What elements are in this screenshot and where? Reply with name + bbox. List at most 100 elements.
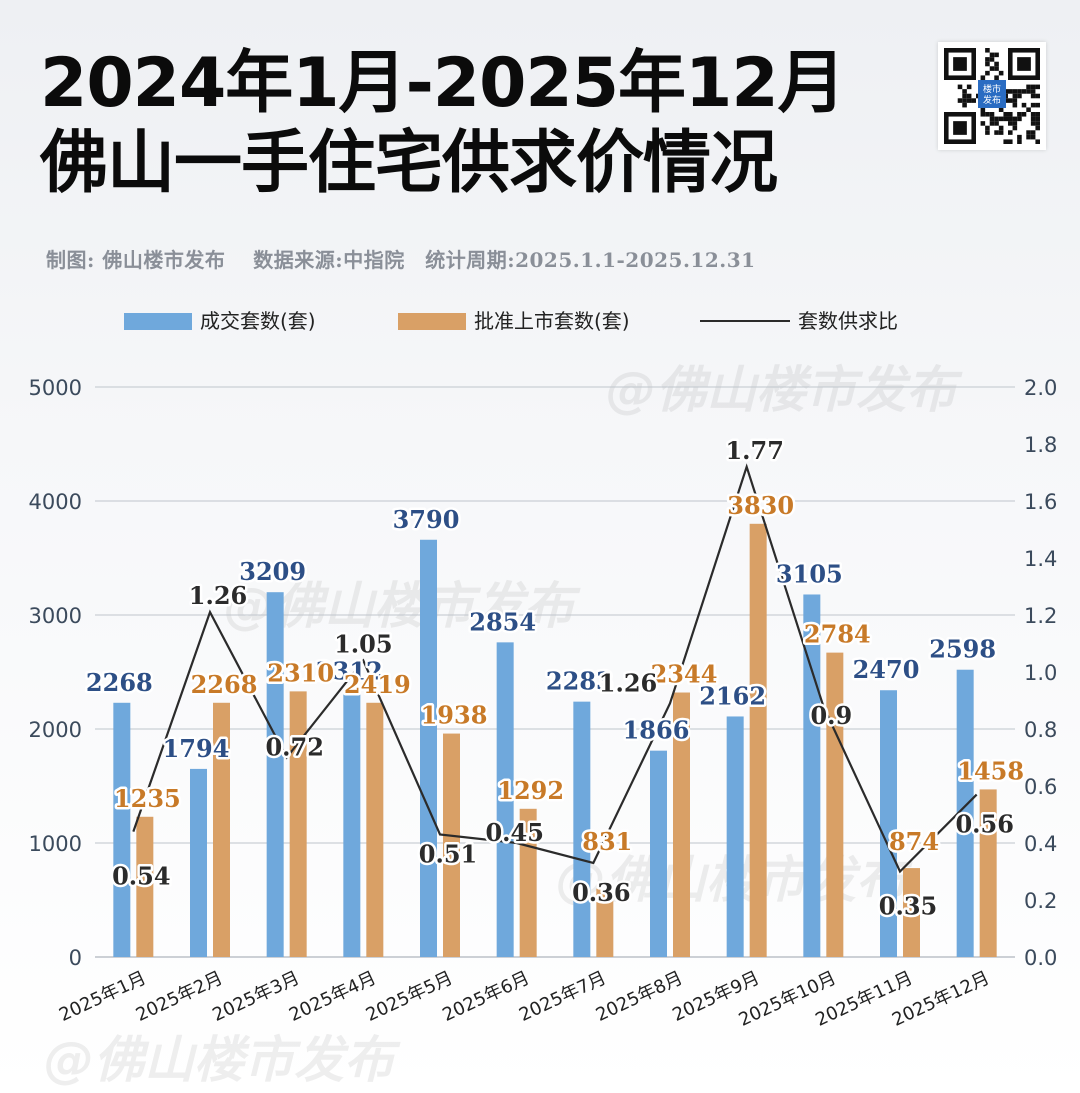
data-label-approved: 831 — [582, 827, 632, 856]
bar-sales — [343, 691, 361, 957]
qr-code-icon: 楼市 发布 — [938, 42, 1046, 150]
data-label-ratio: 0.72 — [265, 733, 323, 762]
qr-module — [962, 102, 967, 108]
qr-module — [962, 98, 967, 103]
qr-module — [1035, 102, 1040, 108]
bar-approved — [289, 691, 307, 957]
qr-module — [1017, 134, 1022, 140]
qr-module — [994, 121, 999, 126]
qr-module — [962, 89, 967, 94]
y-left-tick-label: 5000 — [29, 376, 82, 400]
qr-module — [989, 52, 995, 58]
qr-finder — [1017, 57, 1031, 71]
qr-module — [980, 75, 986, 80]
y-left-tick-label: 3000 — [29, 604, 82, 628]
qr-module — [1021, 102, 1027, 108]
qr-module — [1008, 139, 1013, 144]
x-category-label: 2025年3月 — [209, 967, 302, 1025]
y-right-tick-label: 1.2 — [1024, 604, 1057, 628]
x-category-label: 2025年6月 — [439, 967, 532, 1025]
qr-module — [1017, 89, 1022, 94]
data-label-approved: 3830 — [727, 491, 794, 520]
y-right-tick-label: 0.4 — [1024, 832, 1057, 856]
data-label-approved: 1938 — [421, 701, 488, 730]
qr-module — [1012, 116, 1018, 122]
qr-module — [1012, 121, 1018, 126]
qr-module — [1030, 102, 1036, 108]
legend-swatch-1 — [398, 313, 466, 330]
qr-module — [1017, 139, 1022, 144]
qr-module — [998, 116, 1004, 122]
bar-sales — [880, 690, 897, 957]
y-left-tick-label: 2000 — [29, 718, 82, 742]
qr-module — [1026, 134, 1031, 140]
qr-module — [994, 116, 999, 122]
bar-sales — [113, 702, 131, 957]
data-label-approved: 1458 — [957, 756, 1024, 785]
qr-module — [985, 112, 990, 117]
data-label-approved: 1235 — [114, 784, 181, 813]
legend-label-0: 成交套数(套) — [200, 309, 316, 333]
qr-module — [985, 57, 990, 62]
data-label-ratio: 0.9 — [810, 701, 852, 730]
y-right-tick-label: 0.8 — [1024, 718, 1057, 742]
legend-label-2: 套数供求比 — [798, 309, 898, 333]
bar-approved — [826, 652, 844, 957]
qr-module — [966, 98, 972, 103]
qr-module — [1003, 112, 1008, 117]
qr-module — [998, 130, 1004, 135]
data-label-approved: 2344 — [651, 660, 718, 689]
qr-module — [1035, 116, 1040, 122]
qr-module — [1021, 89, 1027, 94]
qr-module — [1012, 89, 1018, 94]
qr-module — [1012, 125, 1018, 131]
qr-module — [980, 121, 986, 126]
page-title: 2024年1月-2025年12月 佛山一手住宅供求价情况 — [40, 44, 846, 204]
qr-module — [994, 75, 999, 80]
y-left-tick-label: 1000 — [29, 832, 82, 856]
data-label-approved: 2419 — [344, 670, 411, 699]
bar-sales — [420, 539, 437, 957]
qr-module — [1026, 107, 1031, 112]
y-left-tick-label: 4000 — [29, 490, 82, 514]
qr-module — [1017, 116, 1022, 122]
qr-module — [1003, 116, 1008, 122]
data-label-sales: 2854 — [469, 607, 536, 636]
data-label-sales: 2283 — [546, 667, 613, 696]
qr-module — [1030, 89, 1036, 94]
qr-module — [998, 125, 1004, 131]
qr-finder — [953, 121, 967, 135]
qr-module — [1030, 130, 1036, 135]
legend-label-1: 批准上市套数(套) — [474, 309, 630, 333]
bar-approved — [903, 868, 920, 957]
qr-module — [957, 84, 963, 90]
y-left-tick-label: 0 — [69, 946, 82, 970]
qr-module — [1021, 112, 1027, 117]
ratio-line — [132, 463, 978, 874]
qr-module — [1008, 116, 1013, 122]
data-label-ratio: 0.56 — [955, 810, 1013, 839]
qr-module — [1035, 93, 1040, 99]
bar-sales — [956, 669, 974, 957]
bar-sales — [496, 642, 514, 957]
data-label-ratio: 0.35 — [879, 892, 937, 921]
qr-module — [985, 61, 990, 67]
data-label-approved: 874 — [889, 827, 939, 856]
y-right-tick-label: 1.6 — [1024, 490, 1057, 514]
qr-module — [957, 98, 963, 103]
qr-module — [989, 112, 995, 117]
data-label-approved: 2268 — [191, 670, 258, 699]
y-right-tick-label: 2.0 — [1024, 376, 1057, 400]
y-right-tick-label: 1.8 — [1024, 433, 1057, 457]
qr-module — [1008, 130, 1013, 135]
x-category-label: 2025年8月 — [593, 967, 686, 1025]
qr-module — [994, 130, 999, 135]
y-right-tick-label: 1.4 — [1024, 547, 1057, 571]
qr-module — [1026, 89, 1031, 94]
data-label-sales: 1794 — [163, 734, 230, 763]
data-label-ratio: 1.77 — [725, 436, 783, 465]
bar-sales — [726, 716, 744, 957]
credit-line: 制图: 佛山楼市发布 数据来源:中指院 统计周期:2025.1.1-2025.1… — [46, 248, 756, 272]
qr-finder — [953, 57, 967, 71]
